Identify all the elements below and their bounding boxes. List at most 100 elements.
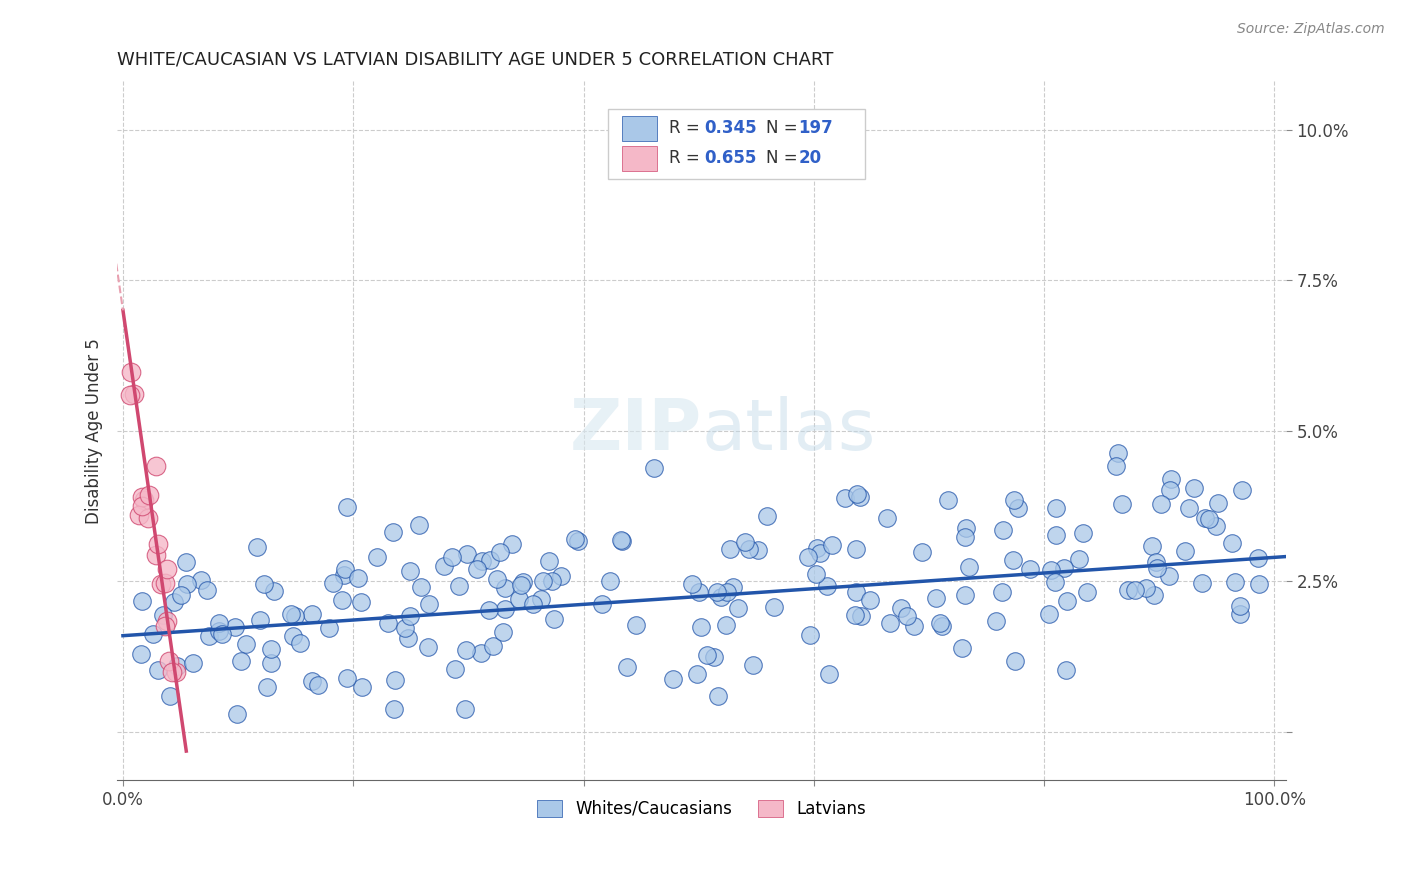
Point — [307, 678, 329, 692]
Point — [1002, 492, 1025, 507]
Point — [467, 562, 489, 576]
Point — [541, 574, 564, 588]
Point — [494, 602, 516, 616]
Point — [690, 620, 713, 634]
Point — [681, 577, 703, 591]
Bar — [621, 146, 657, 170]
Point — [1053, 561, 1076, 575]
Point — [859, 592, 882, 607]
Point — [330, 593, 353, 607]
Point — [512, 574, 534, 589]
Point — [394, 621, 416, 635]
Point — [530, 591, 553, 606]
Point — [152, 607, 174, 622]
Point — [1182, 482, 1205, 496]
Point — [1043, 575, 1066, 590]
Point — [1229, 599, 1251, 613]
Point — [1177, 500, 1199, 515]
Point — [815, 579, 838, 593]
Point — [806, 541, 828, 555]
Legend: Whites/Caucasians, Latvians: Whites/Caucasians, Latvians — [530, 793, 872, 824]
Point — [122, 386, 145, 401]
Point — [280, 607, 302, 622]
Point — [531, 574, 554, 588]
Point — [1220, 536, 1243, 550]
Point — [990, 585, 1012, 599]
Point — [845, 585, 868, 599]
Point — [263, 584, 285, 599]
Point — [352, 680, 374, 694]
Point — [1039, 563, 1062, 577]
Point — [703, 650, 725, 665]
Point — [384, 673, 406, 687]
Point — [256, 680, 278, 694]
Point — [332, 568, 354, 582]
Point — [153, 619, 176, 633]
Point — [721, 580, 744, 594]
Point — [456, 642, 478, 657]
Point — [1056, 594, 1078, 608]
Point — [718, 541, 741, 556]
Y-axis label: Disability Age Under 5: Disability Age Under 5 — [86, 338, 103, 524]
Point — [260, 642, 283, 657]
Point — [208, 615, 231, 630]
Point — [508, 591, 530, 606]
Point — [799, 628, 821, 642]
Point — [931, 619, 953, 633]
Point — [707, 689, 730, 703]
Point — [845, 486, 868, 500]
Point — [727, 601, 749, 615]
Point — [441, 550, 464, 565]
Text: Source: ZipAtlas.com: Source: ZipAtlas.com — [1237, 22, 1385, 37]
Point — [610, 533, 633, 547]
Point — [165, 665, 187, 679]
Text: N =: N = — [766, 149, 803, 167]
Point — [284, 609, 307, 624]
Point — [470, 646, 492, 660]
Point — [797, 549, 820, 564]
Point — [129, 648, 152, 662]
Point — [301, 674, 323, 689]
Point — [433, 559, 456, 574]
Point — [1206, 495, 1229, 509]
Point — [501, 536, 523, 550]
Point — [1107, 446, 1129, 460]
Point — [1140, 539, 1163, 553]
Point — [128, 508, 150, 522]
Point — [283, 629, 305, 643]
Point — [131, 594, 153, 608]
Point — [616, 660, 638, 674]
Point — [418, 640, 440, 654]
Point — [253, 577, 276, 591]
Point — [176, 577, 198, 591]
Point — [610, 533, 633, 548]
Point — [146, 663, 169, 677]
Point — [763, 599, 786, 614]
Point — [347, 571, 370, 585]
Text: 20: 20 — [799, 149, 821, 167]
Point — [1225, 574, 1247, 589]
Point — [336, 500, 359, 515]
Point — [224, 620, 246, 634]
Point — [1143, 588, 1166, 602]
Point — [876, 511, 898, 525]
Point — [1069, 552, 1091, 566]
Point — [335, 562, 357, 576]
Point — [1104, 459, 1126, 474]
Point — [163, 595, 186, 609]
Point — [492, 625, 515, 640]
Bar — [621, 116, 657, 141]
Point — [153, 576, 176, 591]
Point — [485, 572, 508, 586]
Point — [1146, 560, 1168, 574]
Point — [1045, 501, 1067, 516]
Point — [706, 585, 728, 599]
Point — [336, 671, 359, 685]
Point — [688, 585, 710, 599]
Point — [955, 587, 977, 601]
Point — [1073, 526, 1095, 541]
Point — [494, 582, 516, 596]
Point — [567, 533, 589, 548]
Point — [890, 601, 912, 615]
Point — [382, 701, 405, 715]
